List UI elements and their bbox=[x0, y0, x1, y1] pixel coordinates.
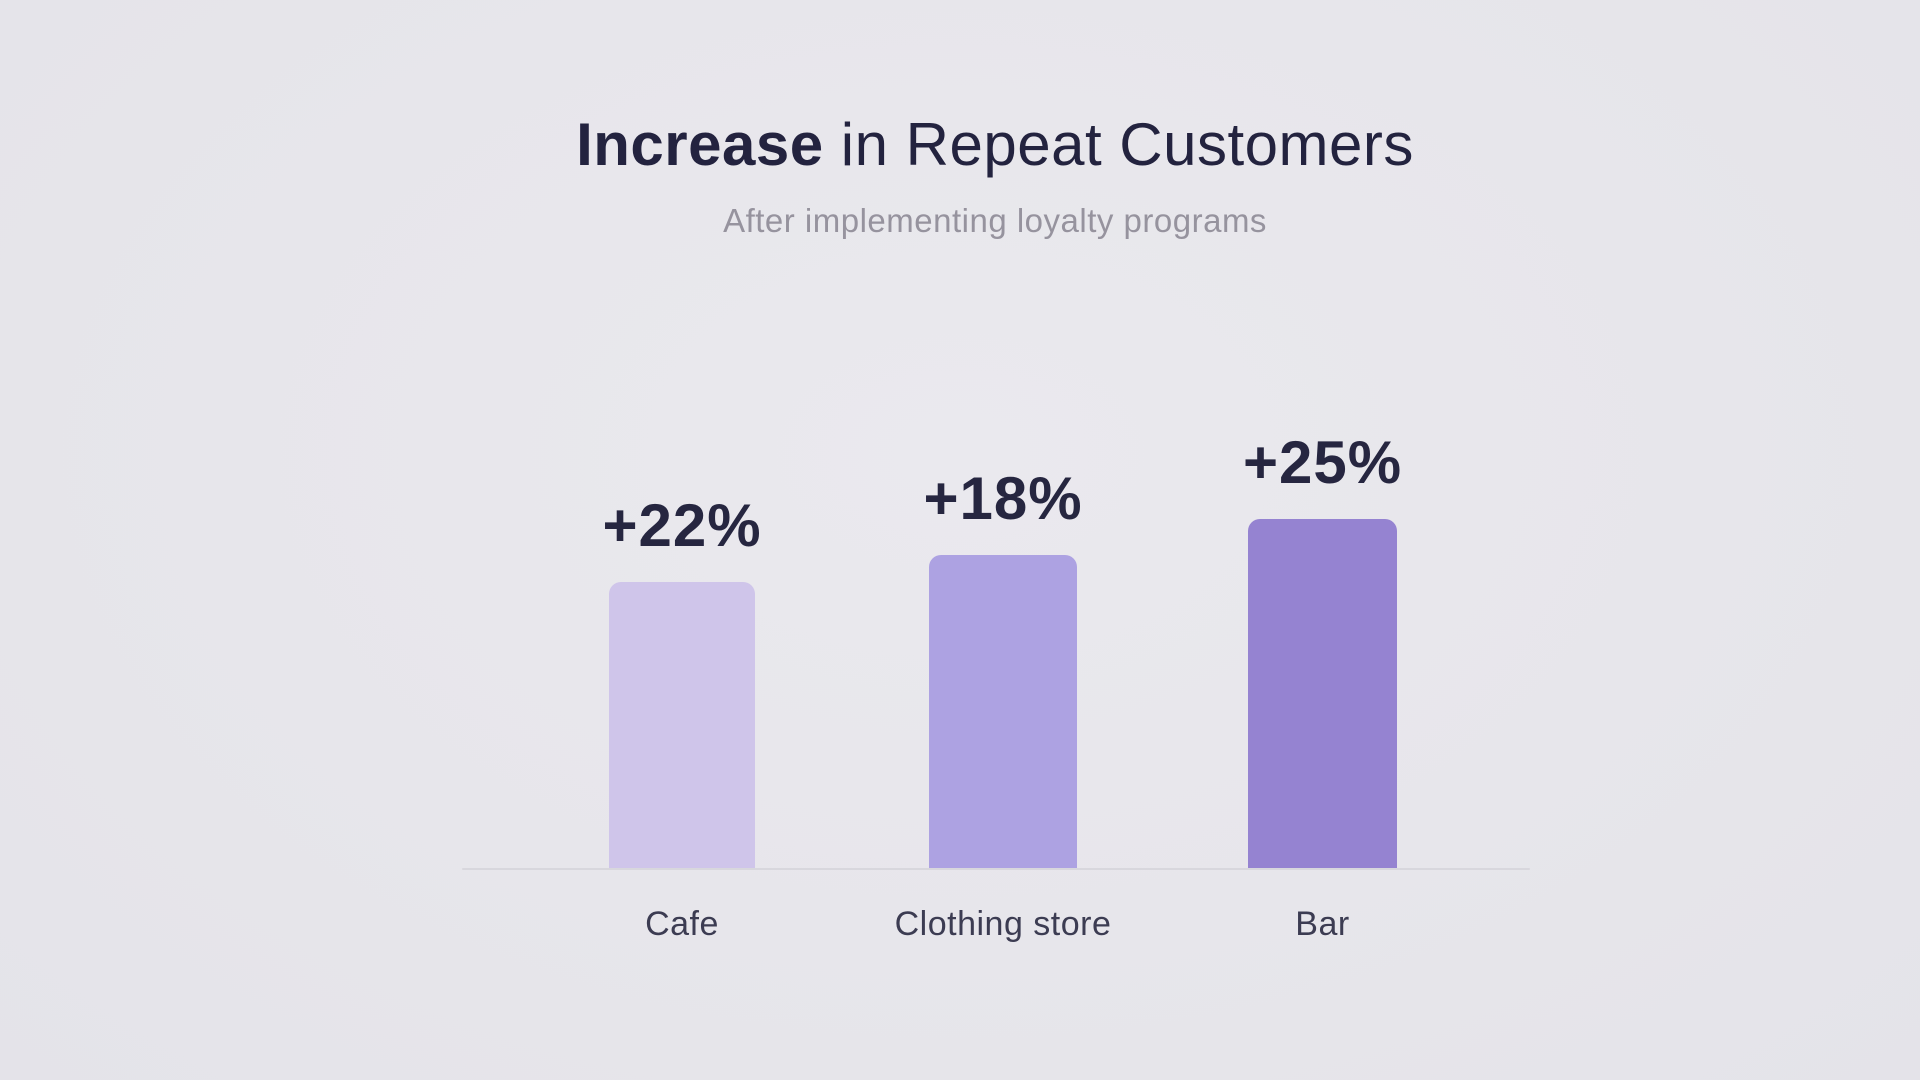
chart-header: Increase in Repeat Customers After imple… bbox=[35, 112, 1920, 240]
x-axis-baseline bbox=[462, 868, 1530, 870]
value-label-bar: +25% bbox=[1242, 429, 1403, 496]
bar-group-bar: +25% Bar bbox=[1243, 433, 1401, 944]
category-label-bar: Bar bbox=[1295, 905, 1350, 943]
bar-group-cafe: +22% Cafe bbox=[602, 496, 760, 944]
chart-title: Increase in Repeat Customers bbox=[35, 112, 1920, 178]
bar-bar bbox=[1248, 519, 1397, 869]
bar-clothing-store bbox=[929, 555, 1077, 869]
value-label-cafe: +22% bbox=[602, 492, 762, 559]
bar-cafe bbox=[609, 582, 755, 869]
category-label-cafe: Cafe bbox=[645, 905, 719, 943]
value-label-clothing-store: +18% bbox=[923, 465, 1083, 532]
chart-subtitle: After implementing loyalty programs bbox=[723, 202, 1267, 239]
chart-title-emphasis: Increase bbox=[576, 111, 824, 178]
chart-title-rest: in Repeat Customers bbox=[823, 111, 1414, 178]
bar-group-clothing-store: +18% Clothing store bbox=[895, 469, 1111, 944]
category-label-clothing-store: Clothing store bbox=[894, 905, 1112, 943]
